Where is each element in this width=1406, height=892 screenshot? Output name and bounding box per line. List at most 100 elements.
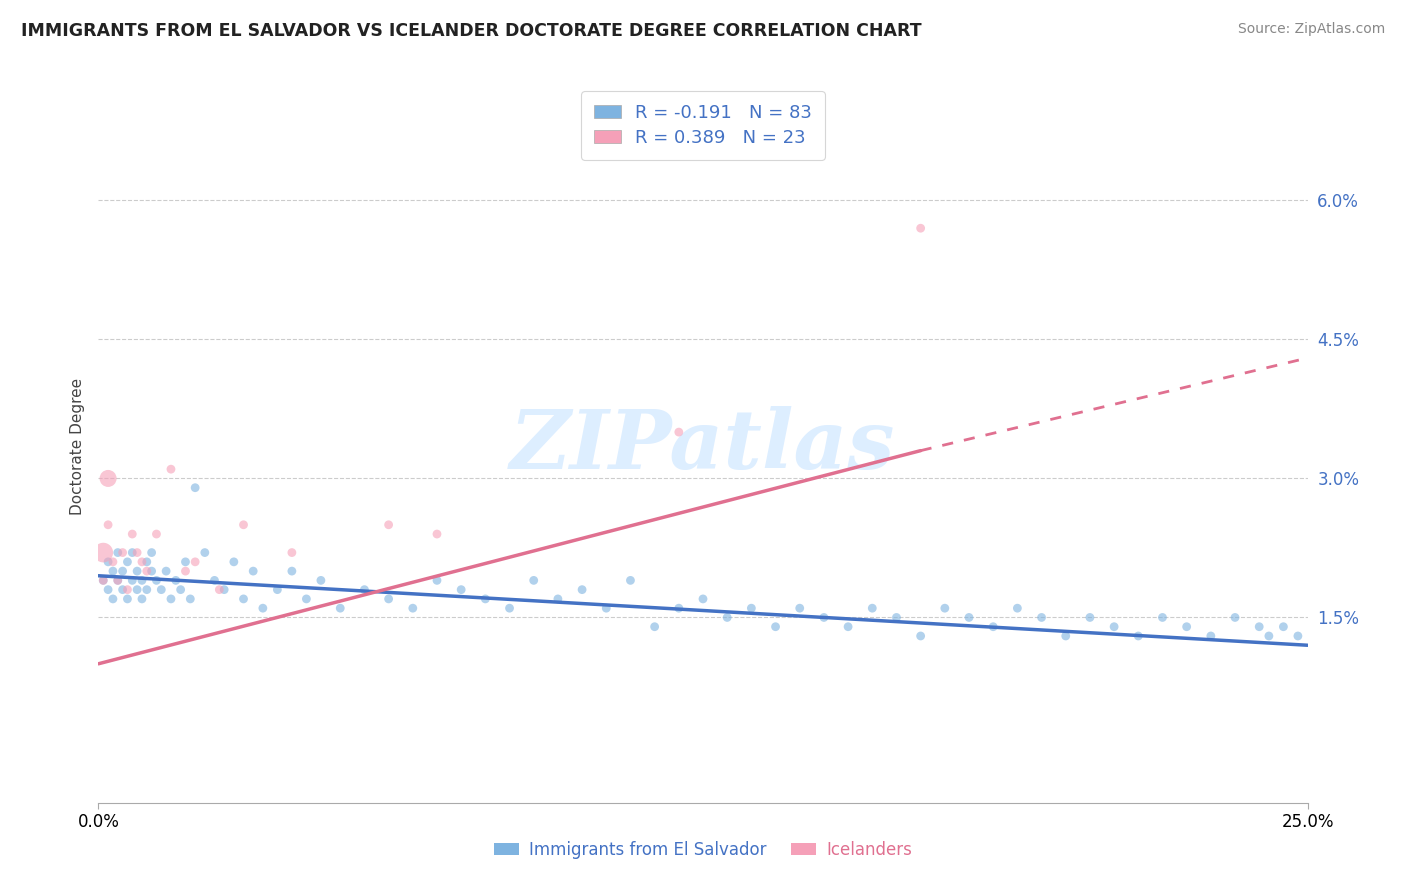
Point (184, 481, 207, 495)
Point (165, 574, 187, 588)
Y-axis label: Doctorate Degree: Doctorate Degree (69, 377, 84, 515)
Point (107, 574, 129, 588)
Point (232, 517, 254, 532)
Point (97, 517, 120, 532)
Point (1152, 610, 1174, 624)
Point (1054, 629, 1077, 643)
Point (155, 564, 177, 578)
Point (353, 582, 375, 597)
Point (127, 582, 149, 597)
Point (377, 591, 399, 606)
Point (111, 545, 134, 559)
Point (619, 574, 641, 588)
Point (160, 591, 183, 606)
Point (692, 591, 714, 606)
Point (266, 582, 288, 597)
Point (184, 555, 207, 569)
Point (1249, 620, 1271, 634)
Point (194, 545, 217, 559)
Point (131, 555, 153, 569)
Point (117, 582, 139, 597)
Point (242, 564, 264, 578)
Point (141, 564, 163, 578)
Text: Source: ZipAtlas.com: Source: ZipAtlas.com (1237, 22, 1385, 37)
Point (668, 425, 690, 439)
Point (910, 221, 932, 235)
Point (121, 545, 143, 559)
Point (204, 574, 226, 588)
Point (1199, 629, 1222, 643)
Point (117, 555, 139, 569)
Point (1272, 620, 1295, 634)
Point (101, 555, 124, 569)
Point (169, 582, 191, 597)
Point (117, 591, 139, 606)
Point (97, 555, 120, 569)
Point (131, 591, 153, 606)
Point (121, 574, 143, 588)
Point (329, 601, 352, 615)
Point (174, 555, 197, 569)
Point (377, 517, 399, 532)
Point (1078, 610, 1101, 624)
Point (886, 610, 908, 624)
Point (644, 620, 666, 634)
Point (668, 601, 690, 615)
Text: IMMIGRANTS FROM EL SALVADOR VS ICELANDER DOCTORATE DEGREE CORRELATION CHART: IMMIGRANTS FROM EL SALVADOR VS ICELANDER… (21, 22, 922, 40)
Point (111, 564, 134, 578)
Point (595, 601, 617, 615)
Point (135, 564, 157, 578)
Point (837, 620, 859, 634)
Point (860, 601, 883, 615)
Point (121, 527, 143, 541)
Point (765, 620, 787, 634)
Point (1223, 610, 1246, 624)
Legend: Immigrants from El Salvador, Icelanders: Immigrants from El Salvador, Icelanders (486, 835, 920, 866)
Point (402, 601, 425, 615)
Point (426, 574, 449, 588)
Point (281, 564, 304, 578)
Point (1102, 620, 1125, 634)
Point (1007, 601, 1029, 615)
Point (1286, 629, 1309, 643)
Point (160, 462, 183, 476)
Point (309, 574, 332, 588)
Point (127, 564, 149, 578)
Point (252, 601, 274, 615)
Point (174, 564, 197, 578)
Point (1257, 629, 1279, 643)
Point (179, 591, 201, 606)
Point (523, 574, 546, 588)
Point (145, 527, 167, 541)
Point (981, 620, 1004, 634)
Point (127, 545, 149, 559)
Point (1175, 620, 1198, 634)
Point (1128, 629, 1150, 643)
Point (813, 610, 835, 624)
Point (450, 582, 472, 597)
Point (135, 555, 157, 569)
Point (232, 591, 254, 606)
Point (716, 610, 738, 624)
Point (498, 601, 520, 615)
Point (547, 591, 569, 606)
Point (131, 574, 153, 588)
Text: ZIPatlas: ZIPatlas (510, 406, 896, 486)
Point (789, 601, 811, 615)
Point (91, 574, 114, 588)
Point (145, 574, 167, 588)
Point (1031, 610, 1053, 624)
Point (957, 610, 980, 624)
Point (101, 564, 124, 578)
Point (740, 601, 762, 615)
Point (97, 471, 120, 485)
Point (150, 582, 173, 597)
Point (141, 545, 163, 559)
Point (295, 591, 318, 606)
Point (208, 582, 231, 597)
Point (101, 591, 124, 606)
Point (111, 582, 134, 597)
Point (107, 545, 129, 559)
Point (222, 555, 245, 569)
Point (426, 527, 449, 541)
